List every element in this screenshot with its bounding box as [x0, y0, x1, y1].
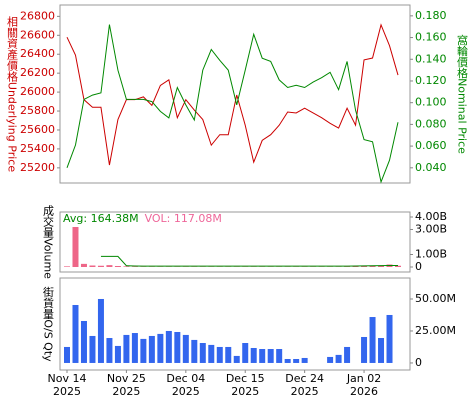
bar — [386, 314, 393, 363]
plot-frame — [59, 4, 411, 184]
tick-label: 26600 — [20, 28, 55, 41]
bar — [378, 338, 385, 363]
tick-label: 26800 — [20, 9, 55, 22]
series-line — [66, 23, 399, 166]
bar — [123, 334, 130, 363]
tick-label: 0.100 — [415, 96, 447, 109]
annotation: VOL: 117.08M — [145, 212, 222, 225]
plot-frame — [59, 211, 411, 273]
bar — [293, 358, 300, 363]
bar — [123, 266, 130, 267]
tick-label: 0.080 — [415, 117, 447, 130]
x-tick-label: Dec 15 2025 — [225, 372, 265, 398]
bar — [97, 298, 104, 363]
bar — [80, 263, 87, 267]
series-line — [100, 255, 398, 267]
bar — [140, 338, 147, 363]
bar — [208, 344, 215, 363]
x-tick-label: Dec 24 2025 — [285, 372, 325, 398]
bar — [242, 343, 249, 363]
bar — [267, 349, 274, 363]
bar — [276, 349, 283, 363]
bar — [250, 347, 257, 363]
bar — [191, 339, 198, 363]
tick-label: 25400 — [20, 142, 55, 155]
tick-label: 50.00M — [415, 292, 456, 305]
bar — [369, 265, 376, 267]
bar — [259, 349, 266, 363]
tick-label: 25.00M — [415, 324, 456, 337]
tick-label: 4.00B — [415, 210, 447, 223]
tick-label: 26200 — [20, 66, 55, 79]
bar — [80, 320, 87, 363]
bar — [352, 266, 359, 267]
bar — [72, 227, 79, 267]
bar — [64, 346, 70, 363]
bar — [148, 335, 155, 363]
tick-label: 0.140 — [415, 52, 447, 65]
bar — [114, 345, 121, 363]
tick-label: 0.060 — [415, 139, 447, 152]
x-tick-label: Nov 14 2025 — [47, 372, 87, 398]
axis-label: 街貨量O/S Qty — [42, 285, 55, 362]
bar — [64, 266, 70, 267]
tick-label: 1.00B — [415, 248, 447, 261]
tick-label: 26400 — [20, 47, 55, 60]
bar — [233, 355, 240, 363]
axis-label: 相關資產價格Underlying Price — [6, 16, 19, 173]
tick-label: 0.040 — [415, 161, 447, 174]
series-line — [66, 24, 399, 184]
axis-label: 成交量Volume — [42, 205, 55, 279]
plot-frame — [59, 277, 411, 371]
bar — [361, 336, 368, 363]
bar — [131, 333, 138, 363]
x-tick-label: Nov 25 2025 — [106, 372, 146, 398]
bar — [174, 331, 181, 363]
bar — [369, 317, 376, 363]
annotation: Avg: 164.38M — [63, 212, 139, 225]
bar — [284, 358, 291, 363]
bar — [378, 265, 385, 267]
tick-label: 0 — [415, 356, 422, 369]
tick-label: 0.160 — [415, 31, 447, 44]
tick-label: 0.180 — [415, 9, 447, 22]
tick-label: 0.120 — [415, 74, 447, 87]
bar — [335, 354, 342, 363]
x-tick-label: Jan 02 2026 — [346, 372, 382, 398]
bar — [72, 304, 79, 363]
tick-label: 0 — [415, 260, 422, 273]
bar — [327, 356, 334, 363]
bar — [97, 265, 104, 267]
bar — [225, 346, 232, 363]
bar — [361, 266, 368, 267]
bar — [199, 343, 206, 363]
tick-label: 25600 — [20, 123, 55, 136]
bar — [182, 334, 189, 363]
bar — [157, 333, 164, 363]
bar — [114, 266, 121, 267]
tick-label: 26000 — [20, 85, 55, 98]
bar — [165, 330, 172, 363]
x-tick-label: Dec 04 2025 — [166, 372, 206, 398]
bar — [395, 265, 401, 267]
bar — [301, 357, 308, 363]
tick-label: 3.00B — [415, 223, 447, 236]
bar — [106, 265, 113, 267]
tick-label: 25200 — [20, 161, 55, 174]
bar — [89, 265, 96, 267]
tick-label: 25800 — [20, 104, 55, 117]
bar — [106, 338, 113, 363]
bar — [216, 346, 223, 363]
bar — [89, 335, 96, 363]
axis-label: 窩輪價格Nominal Price — [456, 33, 469, 154]
bar — [344, 346, 351, 363]
